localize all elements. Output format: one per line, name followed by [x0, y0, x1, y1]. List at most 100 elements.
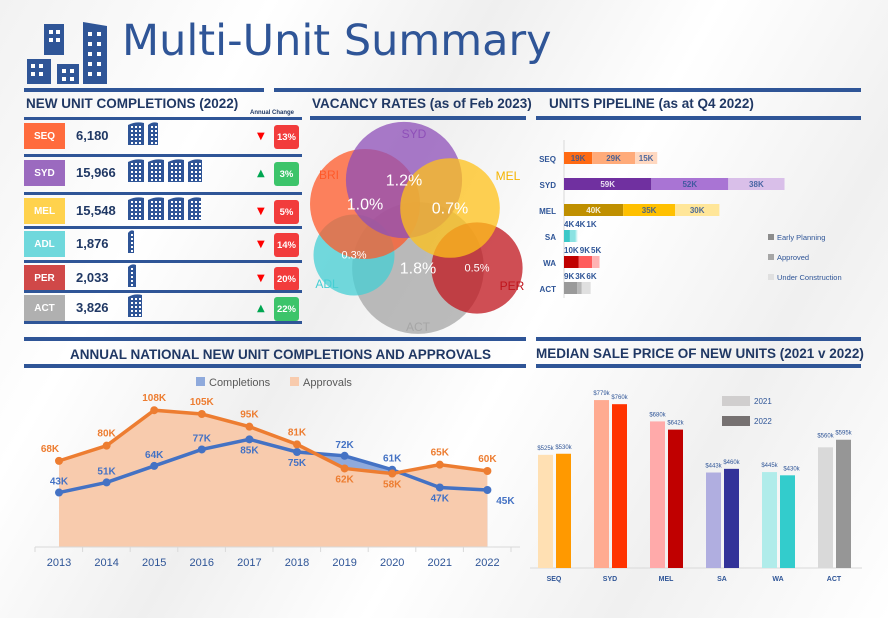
vacancy-city-label: BRI: [319, 168, 339, 182]
region-code: ACT: [24, 295, 65, 321]
median-bar: [780, 475, 795, 568]
approvals-marker: [340, 464, 349, 473]
building-icon: [128, 196, 144, 224]
approvals-marker: [245, 422, 254, 431]
arrow-down-icon: ▼: [257, 273, 265, 284]
completion-row-act: ACT 3,826 ▲ 22%: [24, 293, 302, 325]
completions-data-label: 61K: [383, 454, 402, 465]
arrow-up-icon: ▲: [257, 168, 265, 179]
median-price-chart: $525k $530k SEQ $779k$760k SYD $680k$642k MEL $…: [530, 391, 862, 583]
completion-row-seq: SEQ 6,180 ▼ 13%: [24, 121, 302, 153]
pipeline-data-label: 9K: [564, 272, 574, 281]
approvals-marker: [197, 410, 206, 418]
median-data-label: $680k: [649, 412, 666, 418]
median-data-label: $445k: [761, 463, 778, 469]
pipeline-bar-segment: [569, 230, 576, 242]
change-badge: 22%: [274, 297, 299, 321]
approvals-data-label: 68K: [41, 444, 60, 455]
pipeline-data-label: 4K: [575, 220, 585, 229]
change-badge: 3%: [274, 162, 299, 186]
completions-title: NEW UNIT COMPLETIONS (2022): [26, 96, 239, 111]
vacancy-rate-label: 1.0%: [347, 196, 383, 213]
pipeline-data-label: 29K: [606, 154, 621, 163]
pipeline-category-label: MEL: [539, 207, 556, 216]
completions-data-label: 45K: [496, 496, 515, 507]
divider: [24, 290, 302, 293]
median-bar: [556, 453, 571, 568]
x-tick-label: 2020: [380, 557, 404, 569]
building-icon: [188, 196, 201, 224]
approvals-marker: [483, 467, 492, 475]
completions-data-label: 85K: [240, 445, 259, 456]
approvals-data-label: 58K: [383, 480, 402, 491]
median-legend-label: 2022: [754, 417, 772, 426]
divider: [310, 116, 526, 120]
approvals-marker: [55, 456, 63, 465]
pipeline-data-label: 1K: [586, 220, 596, 229]
vacancy-bubble-mel: [400, 158, 500, 258]
pipeline-bar-segment: [564, 178, 652, 190]
pipeline-bar-segment: [564, 152, 593, 164]
pipeline-category-label: SEQ: [539, 155, 556, 164]
approvals-marker: [150, 406, 159, 415]
pipeline-category-label: SYD: [540, 181, 557, 190]
pipeline-title: UNITS PIPELINE (as at Q4 2022): [549, 96, 754, 111]
divider: [24, 226, 302, 229]
x-tick-label: 2014: [94, 557, 118, 569]
pipeline-data-label: 38K: [749, 180, 764, 189]
pipeline-data-label: 3K: [575, 272, 585, 281]
median-data-label: $560k: [817, 433, 834, 439]
completions-data-label: 43K: [50, 477, 69, 488]
pipeline-data-label: 59K: [600, 180, 615, 189]
region-code: SEQ: [24, 123, 65, 149]
median-bar: [538, 454, 553, 568]
median-legend-label: 2021: [754, 397, 772, 406]
median-category-label: SYD: [603, 576, 617, 583]
pipeline-category-label: SA: [545, 233, 556, 242]
buildings-icon: [27, 22, 107, 84]
median-category-label: SA: [717, 576, 727, 583]
divider: [536, 337, 861, 341]
completions-marker: [435, 483, 444, 492]
annual-change-label: Annual Change: [250, 110, 295, 116]
pipeline-data-label: 19K: [571, 154, 586, 163]
building-pictogram: [128, 196, 201, 224]
change-badge: 20%: [274, 267, 299, 291]
pipeline-bar-segment: [651, 178, 729, 190]
median-category-label: MEL: [659, 576, 675, 583]
national-legend-label: Approvals: [303, 377, 352, 389]
pipeline-bar-segment: [564, 204, 624, 216]
vacancy-city-label: SYD: [402, 127, 427, 141]
building-icon: [128, 293, 142, 321]
building-pictogram: [128, 264, 136, 291]
pipeline-bar-segment: [577, 282, 582, 294]
pipeline-legend-label: Approved: [777, 253, 809, 262]
completion-value: 1,876: [76, 236, 109, 251]
vacancy-bubble-chart: 1.2% SYD 1.0% BRI 0.7% MEL 0.3% ADL 1.8% ACT 0.5% P…: [310, 121, 525, 334]
national-line-chart: Completions Approvals 2013 2014 2015 2016 2017…: [34, 377, 520, 569]
pipeline-data-label: 5K: [591, 246, 601, 255]
pipeline-data-label: 30K: [690, 206, 705, 215]
median-bar: [612, 404, 627, 568]
approvals-data-label: 95K: [240, 410, 259, 421]
pipeline-data-label: 52K: [682, 180, 697, 189]
median-bar: [818, 447, 833, 568]
vacancy-title: VACANCY RATES (as of Feb 2023): [312, 96, 532, 111]
divider: [24, 192, 302, 195]
median-bar: [724, 468, 739, 568]
completions-marker: [483, 486, 492, 494]
completion-value: 3,826: [76, 300, 109, 315]
completion-row-per: PER 2,033 ▼ 20%: [24, 264, 302, 295]
building-pictogram: [128, 230, 134, 257]
median-bar: [762, 472, 777, 568]
completion-value: 15,966: [76, 165, 116, 180]
pipeline-data-label: 40K: [586, 206, 601, 215]
pipeline-bar-segment: [728, 178, 785, 190]
building-pictogram: [128, 159, 202, 186]
pipeline-bar-segment: [592, 256, 600, 268]
x-tick-label: 2016: [190, 557, 214, 569]
region-code: ADL: [24, 231, 65, 257]
arrow-down-icon: ▼: [257, 131, 265, 142]
median-bar: [836, 439, 851, 568]
building-icon: [128, 121, 144, 149]
